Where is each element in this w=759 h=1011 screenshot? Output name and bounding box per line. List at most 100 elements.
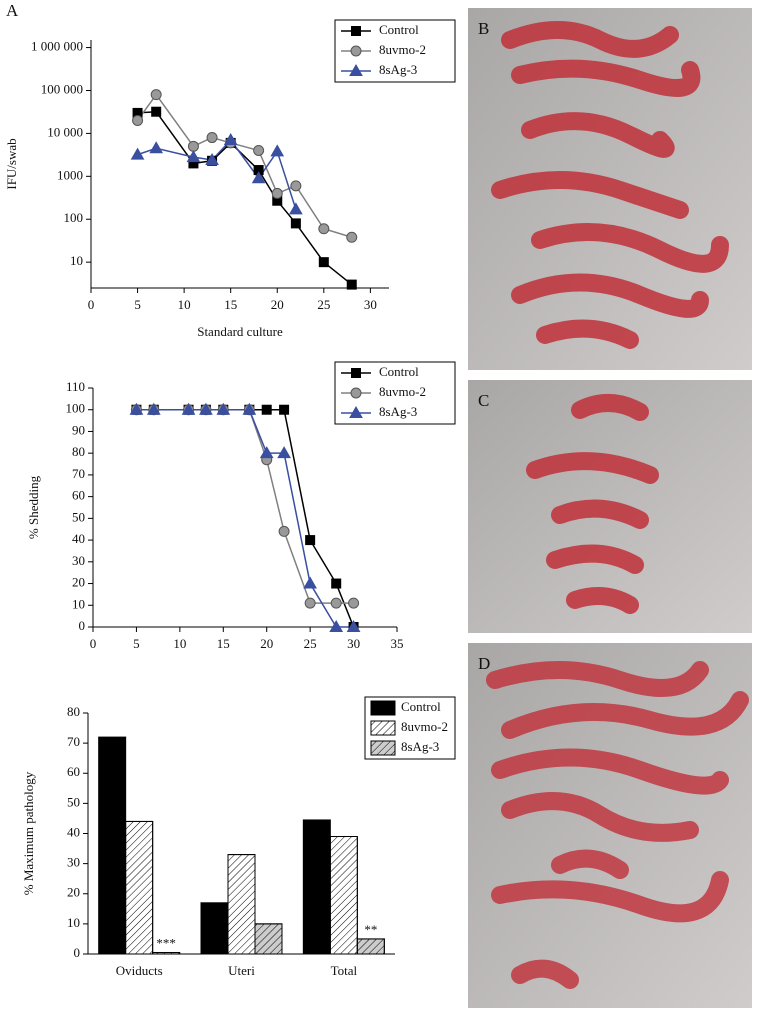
- marker: [206, 132, 218, 144]
- marker: [279, 404, 290, 415]
- marker: [251, 171, 266, 184]
- series-line: [136, 408, 354, 628]
- series-line: [137, 110, 353, 286]
- panel-label: A: [6, 1, 19, 20]
- x-tick-label: 0: [88, 297, 95, 312]
- photo-panel-d: D: [468, 643, 752, 1008]
- panel-label: D: [478, 654, 490, 673]
- y-tick-label: 100: [64, 210, 84, 225]
- marker: [187, 140, 199, 152]
- bar-hatch: [227, 854, 256, 955]
- x-tick-label: 25: [317, 297, 330, 312]
- bar-hatch: [356, 938, 385, 955]
- marker: [346, 619, 361, 632]
- legend-label: 8sAg-3: [379, 404, 417, 419]
- marker: [271, 187, 283, 199]
- y-tick-label: 30: [67, 855, 80, 870]
- marker: [277, 446, 291, 459]
- series-line: [136, 408, 354, 604]
- x-tick-label: Total: [331, 963, 358, 978]
- y-tick-label: 100 000: [41, 81, 83, 96]
- x-tick-label: Oviducts: [116, 963, 163, 978]
- legend-label: Control: [379, 22, 419, 37]
- marker: [253, 144, 265, 156]
- photo-panel-c: C: [468, 380, 752, 633]
- x-tick-label: 30: [347, 636, 360, 651]
- marker: [318, 223, 330, 235]
- marker: [349, 405, 363, 418]
- marker: [150, 89, 162, 101]
- y-axis-label: IFU/swab: [4, 138, 19, 189]
- y-tick-label: 10: [72, 596, 85, 611]
- photo-panel-b: B: [468, 8, 752, 370]
- marker: [223, 133, 238, 146]
- legend-swatch: [370, 700, 396, 716]
- bar-hatch: [254, 923, 283, 955]
- marker: [346, 279, 357, 290]
- x-tick-label: 15: [217, 636, 230, 651]
- x-tick-label: 15: [224, 297, 237, 312]
- legend-label: 8uvmo-2: [401, 719, 448, 734]
- legend-swatch-hatch: [370, 720, 396, 736]
- legend-label: 8uvmo-2: [379, 384, 426, 399]
- y-tick-label: 1000: [57, 167, 83, 182]
- series-line: [136, 408, 355, 628]
- marker: [186, 150, 201, 163]
- marker: [132, 114, 144, 126]
- annotation: ***: [156, 935, 176, 950]
- annotation: **: [364, 922, 377, 937]
- y-tick-label: 20: [67, 885, 80, 900]
- marker: [216, 402, 231, 415]
- legend-label: 8uvmo-2: [379, 42, 426, 57]
- y-tick-label: 60: [72, 488, 85, 503]
- marker: [349, 63, 363, 76]
- marker: [290, 180, 302, 192]
- y-tick-label: 90: [72, 422, 85, 437]
- marker: [290, 218, 301, 229]
- marker: [129, 402, 144, 415]
- marker: [149, 141, 164, 154]
- x-tick-label: 20: [271, 297, 284, 312]
- x-tick-label: 10: [178, 297, 191, 312]
- marker: [351, 26, 361, 36]
- marker: [350, 387, 362, 399]
- marker: [205, 152, 219, 165]
- marker: [305, 535, 316, 546]
- y-axis-label: % Shedding: [26, 475, 41, 539]
- y-tick-label: 30: [72, 553, 85, 568]
- x-tick-label: Uteri: [228, 963, 255, 978]
- marker: [181, 402, 196, 415]
- y-tick-label: 10: [70, 253, 83, 268]
- x-tick-label: 25: [304, 636, 317, 651]
- marker: [330, 597, 342, 609]
- y-tick-label: 40: [72, 531, 85, 546]
- y-tick-label: 1 000 000: [31, 39, 83, 54]
- legend-label: Control: [379, 364, 419, 379]
- panel-label: C: [478, 391, 489, 410]
- y-tick-label: 70: [67, 734, 80, 749]
- marker: [151, 106, 162, 117]
- x-tick-label: 30: [364, 297, 377, 312]
- marker: [350, 45, 362, 57]
- bar: [302, 819, 331, 955]
- marker: [318, 257, 329, 268]
- y-tick-label: 50: [67, 794, 80, 809]
- legend-label: 8sAg-3: [379, 62, 417, 77]
- x-axis-label: Standard culture: [197, 324, 283, 339]
- bar-hatch: [125, 820, 154, 955]
- marker: [289, 202, 303, 215]
- x-tick-label: 20: [260, 636, 273, 651]
- bar-hatch: [329, 836, 358, 955]
- x-tick-label: 5: [134, 297, 141, 312]
- y-tick-label: 10: [67, 915, 80, 930]
- y-tick-label: 100: [66, 401, 86, 416]
- panel-label: B: [478, 19, 489, 38]
- y-tick-label: 20: [72, 575, 85, 590]
- marker: [146, 402, 161, 415]
- bar: [98, 736, 127, 955]
- marker: [130, 147, 145, 160]
- legend-label: 8sAg-3: [401, 739, 439, 754]
- legend-label: Control: [401, 699, 441, 714]
- marker: [270, 144, 285, 157]
